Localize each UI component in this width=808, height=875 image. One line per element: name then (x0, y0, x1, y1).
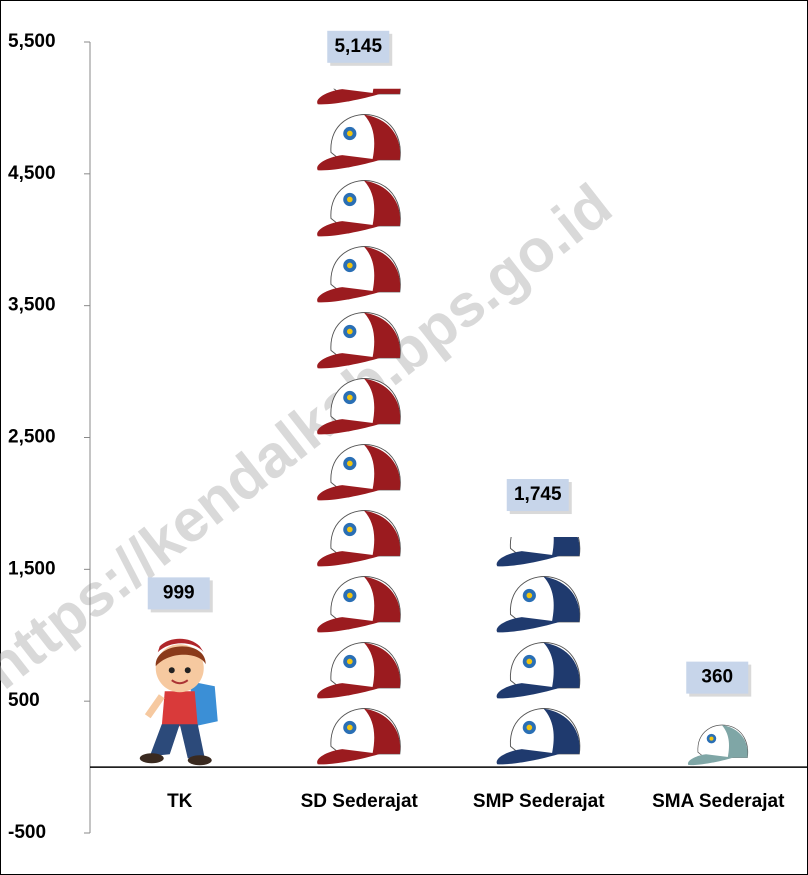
icon (317, 709, 400, 765)
icon (688, 725, 748, 765)
x-tick-label: SMA Sederajat (652, 791, 785, 812)
bar (484, 511, 594, 768)
x-tick-label: SMP Sederajat (473, 791, 605, 812)
icon (317, 115, 400, 171)
icon (497, 643, 580, 699)
value-label: 5,145 (334, 36, 382, 57)
bar (125, 635, 235, 767)
value-label: 360 (701, 667, 733, 688)
icon (317, 511, 400, 567)
icon (317, 181, 400, 237)
y-tick-label: 500 (8, 690, 40, 711)
value-label: 1,745 (514, 484, 562, 505)
icon (140, 639, 218, 766)
y-tick-label: 3,500 (8, 295, 56, 316)
icon (317, 577, 400, 633)
icon (317, 247, 400, 303)
x-tick-label: TK (167, 791, 193, 812)
icon (497, 577, 580, 633)
y-tick-label: 5,500 (8, 31, 56, 52)
y-tick-label: 4,500 (8, 163, 56, 184)
icon (497, 511, 580, 567)
y-tick-label: 2,500 (8, 427, 56, 448)
frame (1, 1, 808, 875)
bar (663, 720, 773, 767)
icon (317, 643, 400, 699)
y-tick-label: -500 (8, 822, 46, 843)
x-tick-label: SD Sederajat (301, 791, 419, 812)
icon (497, 709, 580, 765)
y-tick-label: 1,500 (8, 558, 56, 579)
value-label: 999 (163, 582, 195, 603)
chart: https://kendalkab.bps.go.id -5005001,500… (0, 0, 808, 875)
